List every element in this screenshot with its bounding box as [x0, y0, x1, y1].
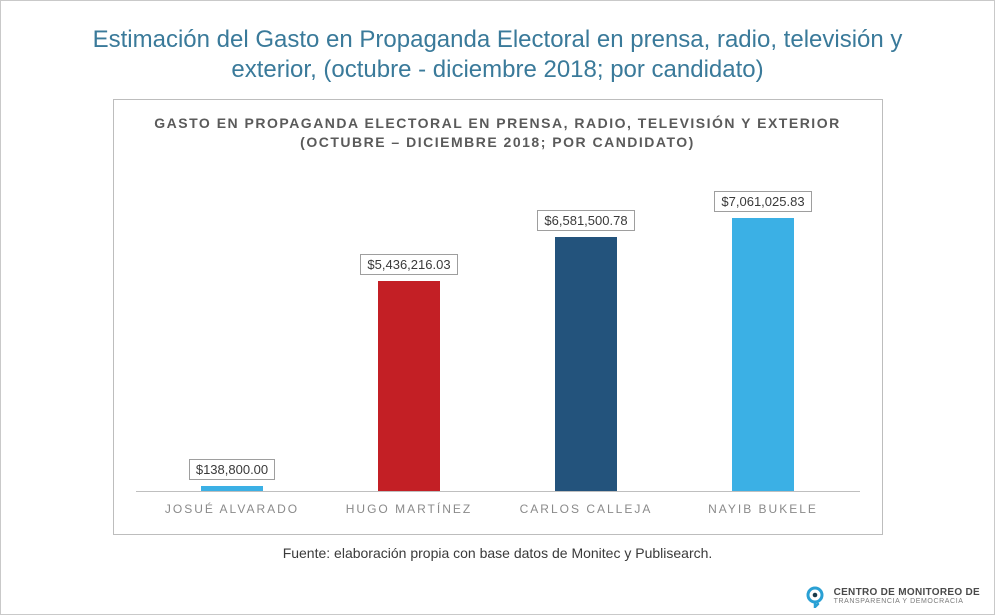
bar: [732, 218, 794, 491]
logo-text-sub: TRANSPARENCIA Y DEMOCRACIA: [834, 598, 980, 605]
logo-text-main: CENTRO DE MONITOREO DE: [834, 587, 980, 598]
bar-value-label: $138,800.00: [189, 459, 275, 480]
bar-value-label: $7,061,025.83: [714, 191, 811, 212]
page-title: Estimación del Gasto en Propaganda Elect…: [58, 25, 938, 85]
x-label: JOSUÉ ALVARADO: [144, 502, 321, 516]
x-label: HUGO MARTÍNEZ: [321, 502, 498, 516]
logo-text: CENTRO DE MONITOREO DE TRANSPARENCIA Y D…: [834, 587, 980, 605]
bar-value-label: $5,436,216.03: [360, 254, 457, 275]
bar-column: $138,800.00: [144, 162, 321, 491]
footer-logo: CENTRO DE MONITOREO DE TRANSPARENCIA Y D…: [804, 584, 980, 608]
bar: [201, 486, 263, 491]
bar-column: $6,581,500.78: [498, 162, 675, 491]
bar-value-label: $6,581,500.78: [537, 210, 634, 231]
source-caption: Fuente: elaboración propia con base dato…: [283, 545, 713, 561]
chart-plot-area: $138,800.00 $5,436,216.03 $6,581,500.78 …: [136, 162, 860, 492]
page-container: Estimación del Gasto en Propaganda Elect…: [0, 0, 995, 615]
bar-column: $5,436,216.03: [321, 162, 498, 491]
chart-panel: GASTO EN PROPAGANDA ELECTORAL EN PRENSA,…: [113, 99, 883, 535]
x-label: NAYIB BUKELE: [675, 502, 852, 516]
logo-icon: [804, 584, 828, 608]
bar: [378, 281, 440, 491]
bar: [555, 237, 617, 491]
bar-column: $7,061,025.83: [675, 162, 852, 491]
x-axis-labels: JOSUÉ ALVARADO HUGO MARTÍNEZ CARLOS CALL…: [136, 492, 860, 520]
chart-heading: GASTO EN PROPAGANDA ELECTORAL EN PRENSA,…: [136, 114, 860, 152]
x-label: CARLOS CALLEJA: [498, 502, 675, 516]
